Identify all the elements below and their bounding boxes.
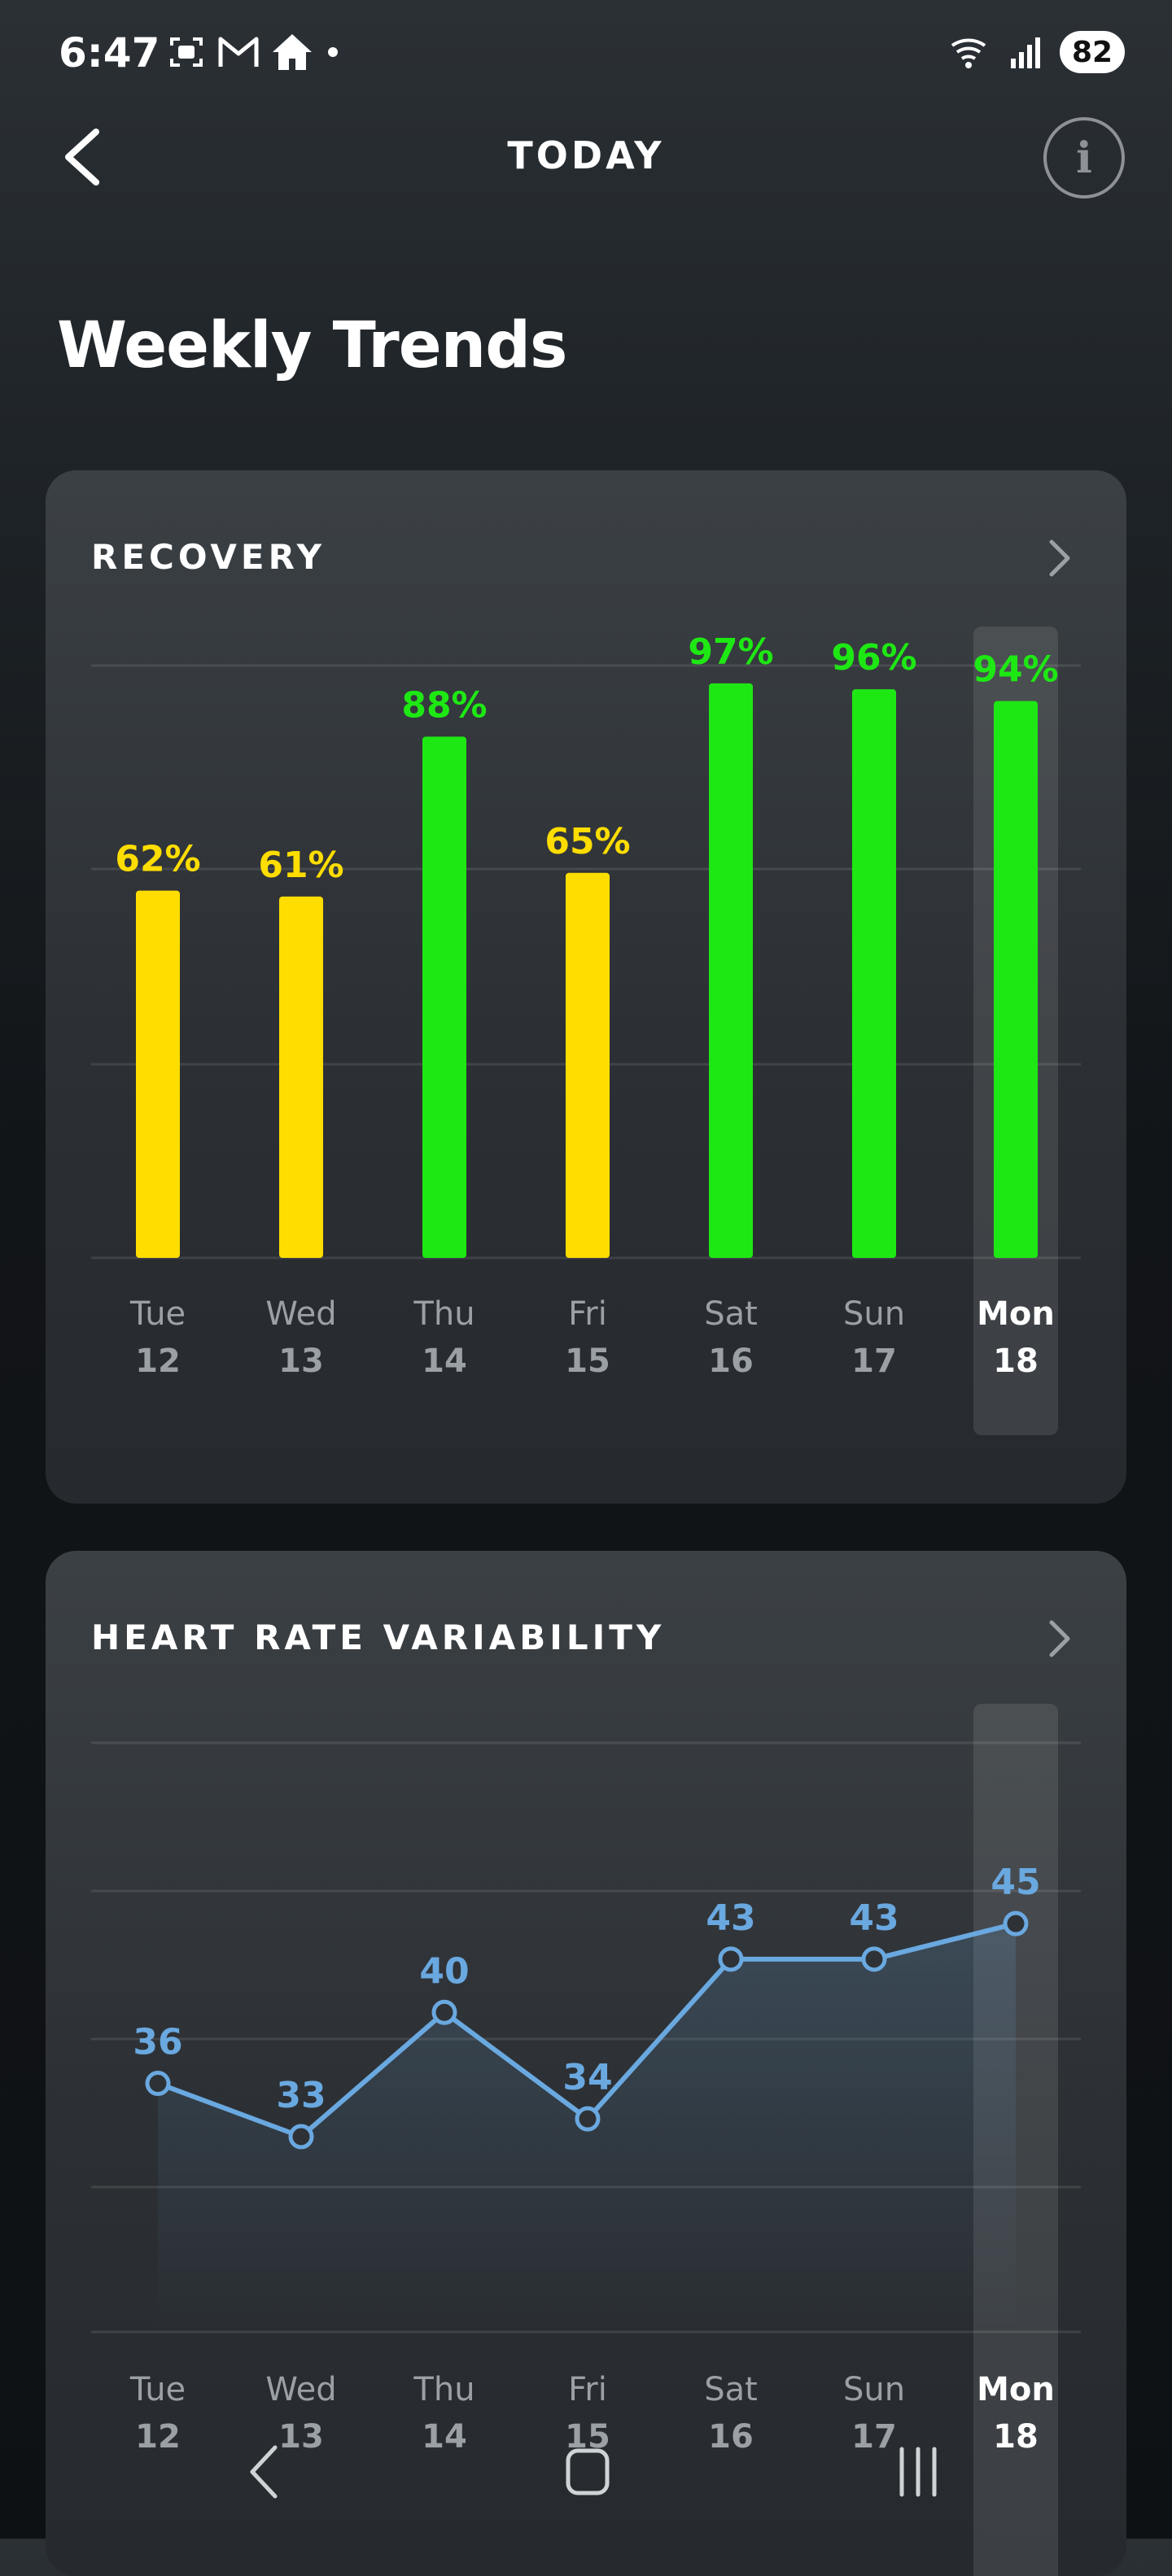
info-button[interactable]: i [1043, 117, 1125, 199]
recovery-bar [136, 890, 180, 1258]
day-number-label: 17 [851, 1343, 897, 1380]
day-number-label: 13 [278, 2418, 324, 2456]
recovery-bar [994, 701, 1038, 1258]
hrv-point [288, 2124, 314, 2150]
recovery-value-label: 61% [258, 845, 343, 886]
day-name-label: Mon [977, 2371, 1055, 2408]
hrv-point [718, 1946, 744, 1972]
day-number-label: 12 [135, 2418, 181, 2456]
recovery-card-title: RECOVERY [91, 537, 326, 577]
nav-back-icon[interactable] [244, 2439, 285, 2504]
recovery-value-label: 94% [973, 649, 1058, 691]
day-name-label: Mon [977, 1295, 1055, 1333]
hrv-value-label: 43 [706, 1897, 755, 1939]
status-icons-left [167, 33, 341, 72]
day-number-label: 16 [708, 1343, 754, 1380]
status-bar: 6:47 82 [0, 0, 1172, 114]
hrv-card[interactable]: HEART RATE VARIABILITY Tue 12 Wed 13 Thu 14 Fr… [46, 1551, 1126, 2576]
recovery-value-label: 96% [831, 637, 916, 679]
recovery-value-label: 65% [544, 821, 630, 862]
day-number-label: 18 [993, 2418, 1039, 2456]
signal-icon [1011, 37, 1040, 68]
dot-icon [328, 47, 338, 57]
nav-recents-icon[interactable] [894, 2439, 942, 2504]
day-name-label: Tue [129, 1295, 186, 1333]
day-number-label: 14 [422, 2418, 467, 2456]
hrv-card-title: HEART RATE VARIABILITY [91, 1618, 666, 1657]
recovery-bar [709, 683, 753, 1258]
header: TODAY i [0, 114, 1172, 203]
system-nav-bar [0, 2417, 1172, 2539]
recovery-chart: Tue 12 Wed 13 Thu 14 Fri 15 Sat 16 Sun 17 Mon 18 62% 61… [91, 627, 1081, 1435]
chevron-right-icon[interactable] [1043, 1616, 1076, 1661]
day-number-label: 14 [422, 1343, 467, 1380]
recovery-value-label: 97% [688, 631, 773, 673]
recovery-value-label: 62% [115, 839, 200, 880]
battery-indicator: 82 [1060, 31, 1125, 73]
back-button[interactable] [54, 120, 119, 194]
hrv-value-label: 43 [849, 1897, 899, 1939]
status-icons-right: 82 [949, 31, 1125, 73]
nav-home-icon[interactable] [563, 2439, 612, 2504]
day-number-label: 16 [708, 2418, 754, 2456]
recovery-bar [422, 736, 466, 1258]
chevron-right-icon[interactable] [1043, 535, 1076, 581]
day-name-label: Fri [568, 1295, 607, 1333]
recovery-bar [852, 689, 896, 1258]
recovery-card[interactable]: RECOVERY Tue 12 Wed 13 Thu 14 Fri 15 Sat 16 Sun 17 M… [46, 470, 1126, 1504]
header-title: TODAY [507, 133, 665, 177]
home-icon [273, 34, 312, 70]
day-name-label: Sat [704, 2371, 758, 2408]
hrv-value-label: 45 [991, 1862, 1040, 1903]
chevron-left-icon [65, 129, 99, 186]
hrv-point [145, 2071, 171, 2097]
hrv-chart: Tue12Wed13Thu14Fri15Sat16Sun17Mon1836334… [91, 1704, 1081, 2576]
hrv-point [861, 1946, 887, 1972]
hrv-point [1003, 1910, 1029, 1936]
day-name-label: Thu [413, 2371, 474, 2408]
day-name-label: Wed [265, 2371, 336, 2408]
recovery-bar [279, 896, 323, 1258]
day-name-label: Fri [568, 2371, 607, 2408]
recovery-bar [566, 872, 610, 1258]
screenshot-icon [170, 37, 203, 67]
hrv-value-label: 33 [276, 2075, 326, 2116]
day-name-label: Thu [413, 1295, 474, 1333]
day-name-label: Sun [843, 2371, 905, 2408]
hrv-point [431, 1999, 457, 2025]
status-time: 6:47 [59, 29, 160, 76]
day-name-label: Sat [704, 1295, 758, 1333]
day-number-label: 15 [565, 1343, 610, 1380]
recovery-value-label: 88% [401, 684, 487, 726]
wifi-icon [951, 38, 986, 68]
gmail-icon [218, 37, 259, 67]
day-name-label: Sun [843, 1295, 905, 1333]
info-icon: i [1076, 133, 1092, 183]
hrv-point [575, 2106, 601, 2132]
day-name-label: Wed [265, 1295, 336, 1333]
hrv-value-label: 36 [133, 2022, 182, 2063]
day-number-label: 13 [278, 1343, 324, 1380]
page-title: Weekly Trends [57, 309, 567, 382]
hrv-value-label: 34 [562, 2057, 612, 2098]
day-number-label: 17 [851, 2418, 897, 2456]
day-name-label: Tue [129, 2371, 186, 2408]
day-number-label: 12 [135, 1343, 181, 1380]
day-number-label: 18 [993, 1343, 1039, 1380]
hrv-value-label: 40 [419, 1950, 469, 1992]
